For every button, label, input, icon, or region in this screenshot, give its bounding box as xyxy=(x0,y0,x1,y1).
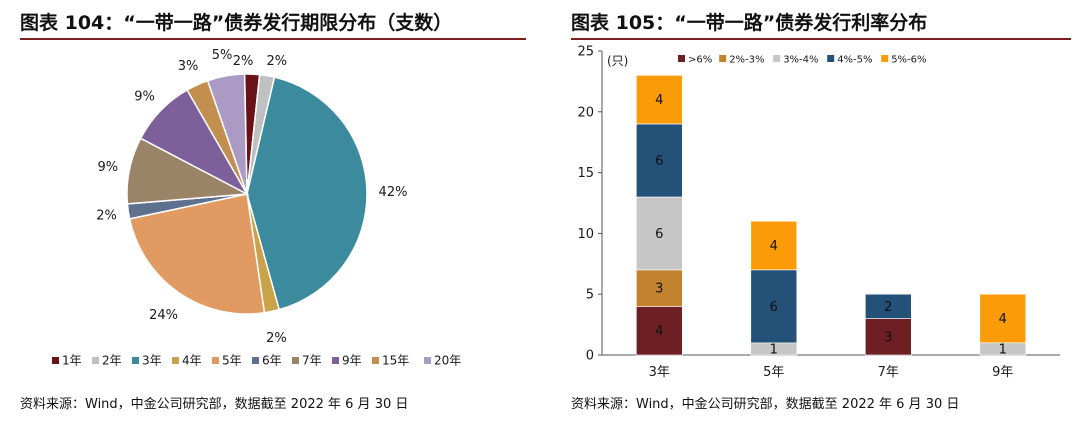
pie-legend-label: 2年 xyxy=(102,354,122,368)
pie-legend-item-4年: 4年 xyxy=(172,354,202,368)
bar-value-label: 4 xyxy=(655,93,663,108)
pie-legend-swatch xyxy=(372,357,379,364)
pie-slice-3年 xyxy=(246,76,368,311)
pie-panel: 图表 104：“一带一路”债券发行期限分布（支数） 2% 2% 42% 2% 24% 2%… xyxy=(20,12,526,412)
bar-value-label: 6 xyxy=(655,154,663,169)
bar-source-note: 资料来源：Wind，中金公司研究部，数据截至 2022 年 6 月 30 日 xyxy=(571,397,960,412)
bar-title-rule xyxy=(571,38,1071,40)
pie-legend-swatch xyxy=(292,357,299,364)
y-unit-label: (只) xyxy=(607,54,628,68)
bar-value-label: 3 xyxy=(655,282,663,297)
y-tick-label: 25 xyxy=(577,45,594,60)
bar-legend-item-3%-4%: 3%-4% xyxy=(773,55,819,66)
pie-legend-swatch xyxy=(52,357,59,364)
pie-legend-swatch xyxy=(132,357,139,364)
pie-label-15年: 3% xyxy=(178,59,199,74)
pie-label-2年: 2% xyxy=(266,54,287,69)
bar-value-label: 4 xyxy=(655,324,663,339)
bar-legend-label: 4%-5% xyxy=(837,55,872,66)
pie-legend-swatch xyxy=(92,357,99,364)
pie-legend-swatch xyxy=(332,357,339,364)
bar-value-label: 3 xyxy=(884,330,892,345)
pie-legend-label: 1年 xyxy=(62,354,82,368)
pie-legend-label: 7年 xyxy=(302,354,322,368)
pie-legend-label: 3年 xyxy=(142,354,162,368)
pie-slice-5年 xyxy=(128,193,266,315)
bar-legend-label: >6% xyxy=(688,55,712,66)
pie-legend-label: 15年 xyxy=(382,354,409,368)
bar-value-label: 2 xyxy=(884,300,892,315)
bar-legend-swatch xyxy=(719,55,727,62)
bar-legend-label: 2%-3% xyxy=(729,55,764,66)
bar-segment-3年-5%-6% xyxy=(636,75,683,125)
y-tick-label: 10 xyxy=(577,227,594,242)
pie-legend-item-5年: 5年 xyxy=(212,354,242,368)
pie-legend-item-1年: 1年 xyxy=(52,354,82,368)
bar-figure-title: 图表 105：“一带一路”债券发行利率分布 xyxy=(571,12,928,34)
y-tick-label: 0 xyxy=(586,349,594,364)
bar-legend-swatch xyxy=(678,55,685,62)
pie-legend-label: 20年 xyxy=(434,354,461,368)
bar-segment-7年-4%-5% xyxy=(864,293,912,319)
pie-legend-label: 9年 xyxy=(342,354,362,368)
y-tick-label: 15 xyxy=(577,166,594,181)
bar-legend-swatch xyxy=(773,55,781,62)
pie-legend-item-20年: 20年 xyxy=(424,354,461,368)
bar-legend-item-5%-6%: 5%-6% xyxy=(881,55,927,66)
bar-legend-swatch xyxy=(881,55,889,62)
bar-panel: 图表 105：“一带一路”债券发行利率分布 0 5 10 15 20 25 (只) >6% 2%… xyxy=(540,0,1080,424)
pie-label-9年: 9% xyxy=(134,90,155,105)
pie-label-20年: 5% xyxy=(212,48,233,63)
pie-chart: 2% 2% 42% 2% 24% 2% 9% 9% 3% 5% 1年 2年 3年 4年 5年 6年 7年 9年 15… xyxy=(52,48,461,368)
pie-legend-item-15年: 15年 xyxy=(372,354,409,368)
x-tick-label: 9年 xyxy=(992,365,1013,380)
pie-label-5年: 24% xyxy=(149,308,178,323)
pie-legend-label: 4年 xyxy=(182,354,202,368)
pie-title-rule xyxy=(20,38,526,40)
bar-legend-item-4%-5%: 4%-5% xyxy=(827,55,873,66)
pie-legend-item-2年: 2年 xyxy=(92,354,122,368)
stacked-bar-chart: 0 5 10 15 20 25 (只) >6% 2%-3% 3%-4% 4%-5% 5%-6% 4 3 6 6… xyxy=(577,45,1060,380)
pie-legend-swatch xyxy=(424,357,431,364)
pie-legend-item-9年: 9年 xyxy=(332,354,362,368)
pie-label-7年: 9% xyxy=(97,160,118,175)
bar-segment-3年-3%-4% xyxy=(636,196,683,271)
bar-value-label: 1 xyxy=(999,342,1007,357)
bar-legend-swatch xyxy=(827,55,835,62)
bar-segment-5年-5%-6% xyxy=(750,220,798,271)
bar-legend-label: 5%-6% xyxy=(891,55,926,66)
pie-legend-item-6年: 6年 xyxy=(252,354,282,368)
bar-legend-item-2%-3%: 2%-3% xyxy=(719,55,765,66)
pie-figure-title: 图表 104：“一带一路”债券发行期限分布（支数） xyxy=(20,12,453,34)
y-tick-label: 5 xyxy=(586,288,594,303)
bar-segment-3年-4%-5% xyxy=(636,123,683,198)
pie-source-note: 资料来源：Wind，中金公司研究部，数据截至 2022 年 6 月 30 日 xyxy=(20,397,409,412)
pie-legend-swatch xyxy=(252,357,259,364)
bar-legend-label: 3%-4% xyxy=(783,55,818,66)
pie-label-3年: 42% xyxy=(379,185,408,200)
x-tick-label: 7年 xyxy=(878,365,899,380)
bar-segment-5年-4%-5% xyxy=(750,269,798,344)
y-tick-label: 20 xyxy=(577,105,594,120)
pie-legend-swatch xyxy=(212,357,219,364)
bar-value-label: 1 xyxy=(770,342,778,357)
bar-value-label: 4 xyxy=(770,239,778,254)
pie-legend-label: 5年 xyxy=(222,354,242,368)
bar-value-label: 6 xyxy=(655,227,663,242)
bar-legend-item->6%: >6% xyxy=(678,55,712,66)
bar-segment-3年-2%-3% xyxy=(636,269,683,307)
pie-legend-swatch xyxy=(172,357,179,364)
pie-legend-item-3年: 3年 xyxy=(132,354,162,368)
x-tick-label: 3年 xyxy=(649,365,670,380)
pie-legend-item-7年: 7年 xyxy=(292,354,322,368)
pie-slice-20年 xyxy=(206,73,248,195)
bar-value-label: 4 xyxy=(999,312,1007,327)
bar-segment-9年-5%-6% xyxy=(979,293,1027,344)
pie-legend-label: 6年 xyxy=(262,354,282,368)
x-tick-label: 5年 xyxy=(763,365,784,380)
pie-label-1年: 2% xyxy=(233,54,254,69)
bar-value-label: 6 xyxy=(770,300,778,315)
pie-label-4年: 2% xyxy=(266,331,287,346)
pie-label-6年: 2% xyxy=(96,209,117,224)
